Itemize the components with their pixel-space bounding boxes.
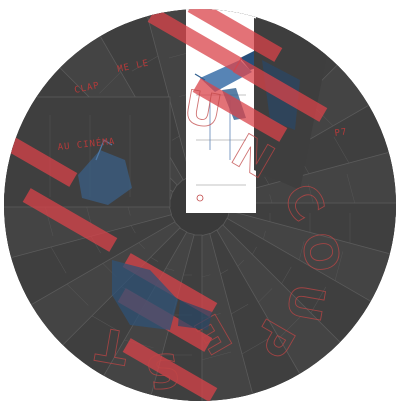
red-stripe [122, 253, 218, 317]
red-stripe [232, 58, 328, 122]
red-stripe [122, 338, 218, 401]
crowd-drawing-icon [112, 260, 212, 330]
red-stripe [187, 9, 283, 62]
red-stripe [147, 9, 243, 72]
tank-drawing-icon [78, 139, 132, 205]
red-stripe [192, 78, 288, 142]
highlight-card-mark [196, 194, 204, 202]
card-label-p7: P7 [334, 127, 348, 139]
outline-letter: O [291, 228, 351, 276]
red-stripe [22, 188, 118, 252]
